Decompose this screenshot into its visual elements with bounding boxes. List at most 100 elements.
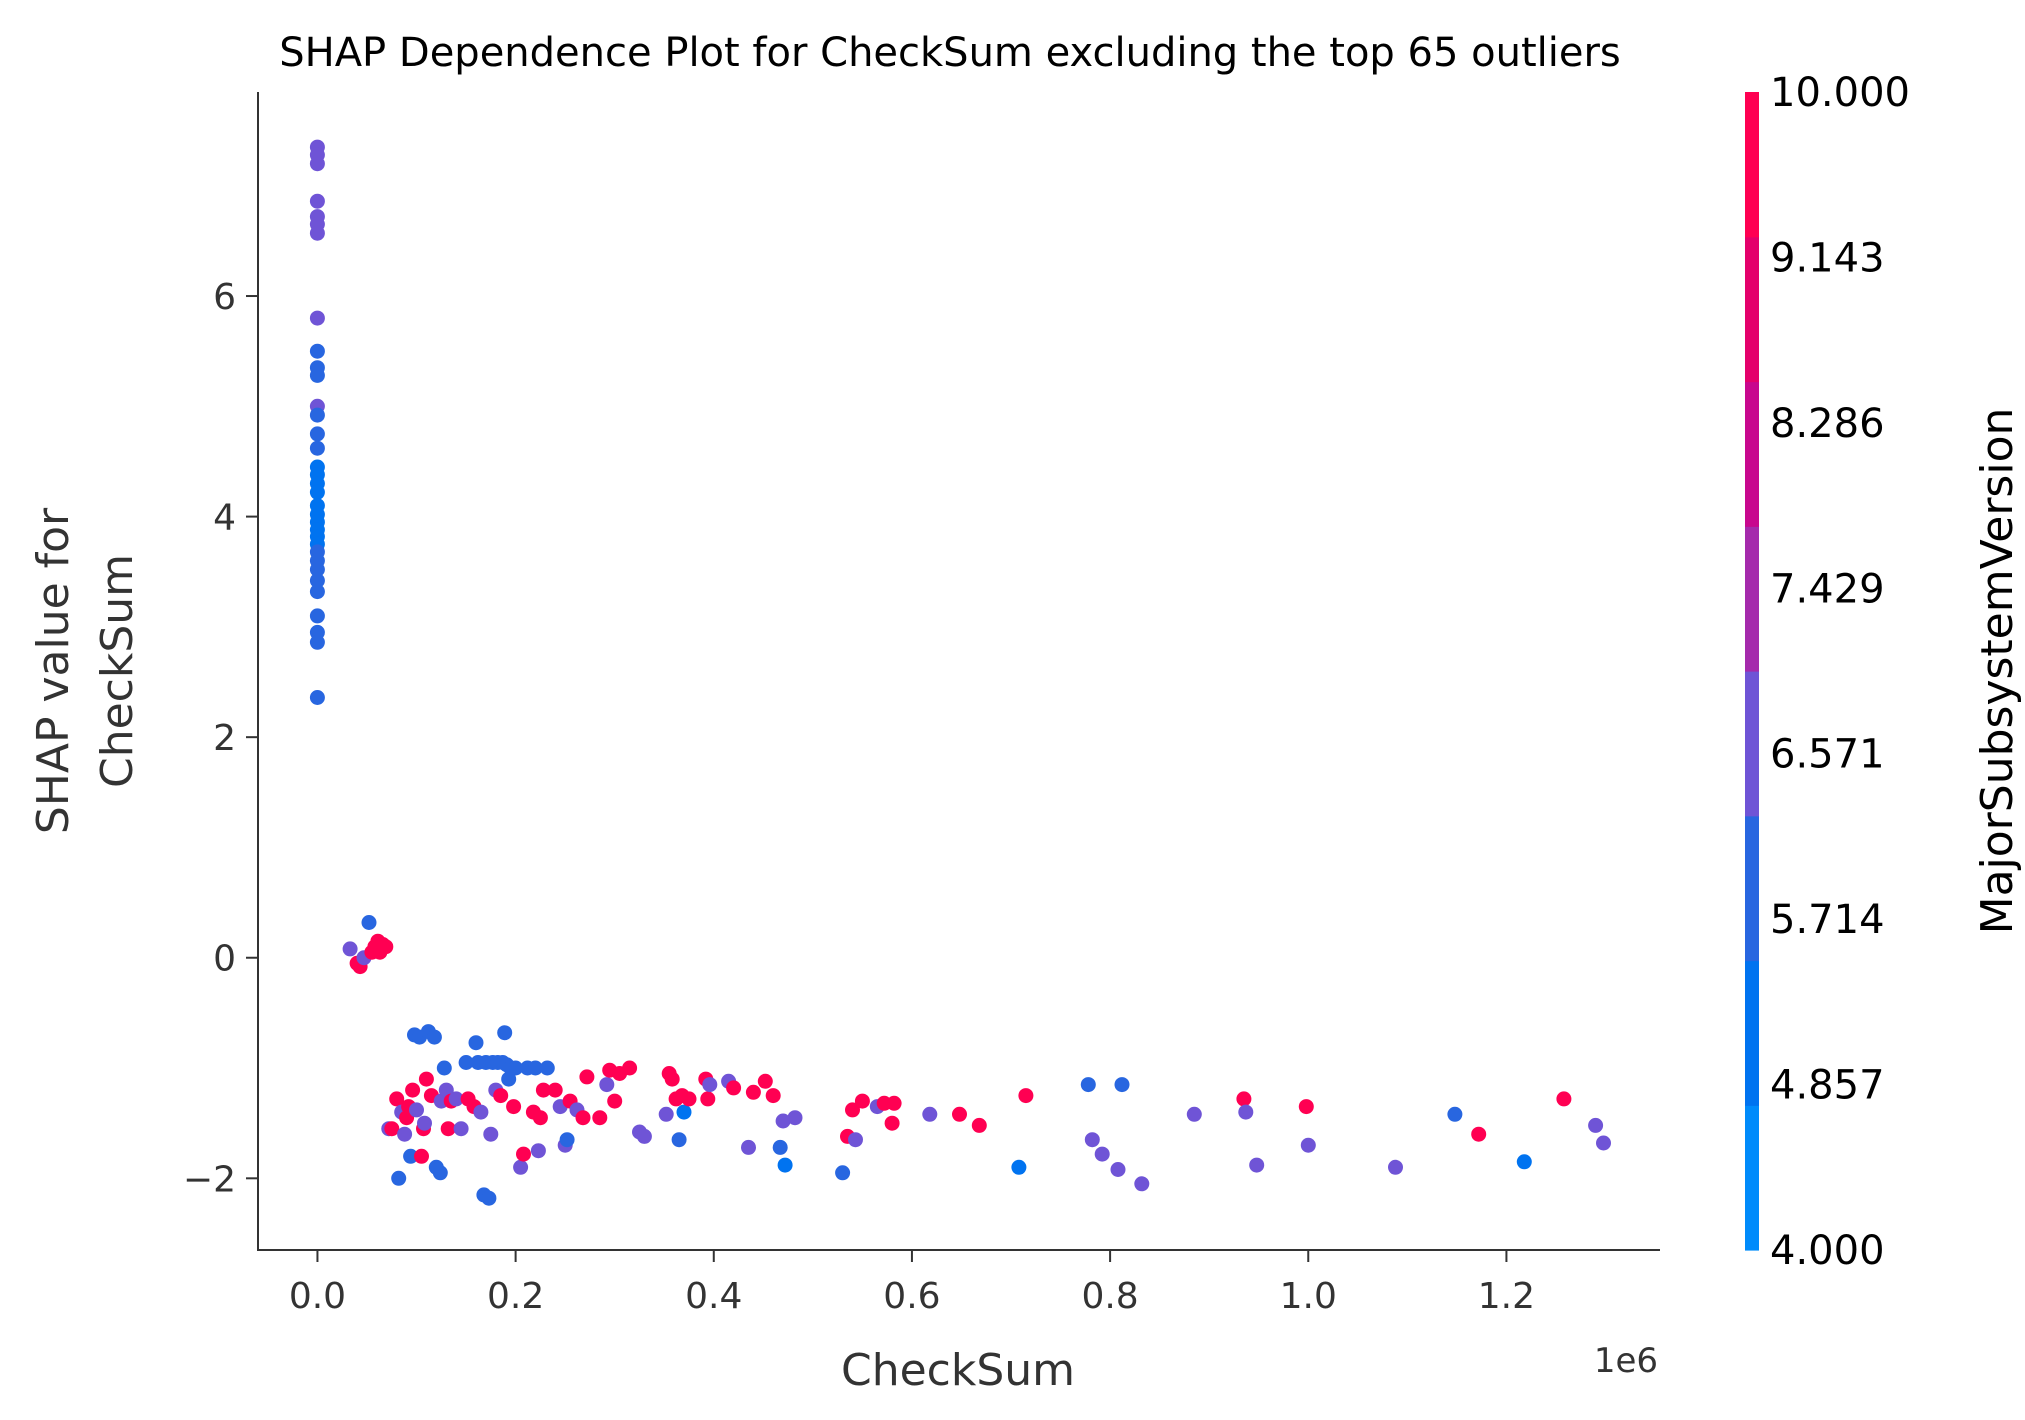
y-tick-label-3: 4 — [213, 498, 236, 539]
data-point-54 — [405, 1082, 421, 1098]
data-point-33 — [309, 690, 325, 705]
colorbar-segment-6 — [1745, 236, 1759, 383]
x-axis-label: CheckSum — [841, 1345, 1075, 1396]
data-point-129 — [700, 1091, 716, 1107]
data-point-77 — [468, 1035, 484, 1051]
data-point-47 — [389, 1091, 405, 1107]
colorbar-tick-label-4: 7.429 — [1770, 566, 1885, 612]
y-axis-ticks: −2 0 2 4 6 — [183, 277, 258, 1200]
data-point-93 — [506, 1099, 522, 1115]
x-tick-label-1: 0.2 — [487, 1276, 544, 1317]
data-point-157 — [1094, 1146, 1110, 1162]
colorbar-segment-3 — [1745, 671, 1759, 817]
data-point-159 — [1114, 1077, 1130, 1093]
data-point-34 — [342, 941, 358, 957]
data-point-162 — [1236, 1091, 1252, 1107]
data-point-170 — [1516, 1154, 1532, 1170]
data-point-153 — [1011, 1159, 1027, 1175]
data-point-160 — [1134, 1176, 1150, 1192]
x-tick-label-3: 0.6 — [883, 1276, 940, 1317]
colorbar-segment-7 — [1745, 92, 1759, 238]
data-point-110 — [575, 1110, 591, 1126]
data-point-130 — [702, 1077, 718, 1093]
data-point-132 — [726, 1080, 742, 1096]
data-point-70 — [440, 1121, 456, 1137]
data-point-83 — [483, 1126, 499, 1142]
data-point-87 — [493, 1088, 509, 1104]
data-point-38 — [361, 915, 377, 930]
data-point-100 — [530, 1143, 546, 1159]
colorbar-tick-label-6: 9.143 — [1770, 235, 1885, 281]
y-tick-label-1: 0 — [213, 939, 236, 980]
data-point-136 — [765, 1088, 781, 1104]
colorbar-segment-5 — [1745, 381, 1759, 527]
data-point-135 — [757, 1073, 773, 1089]
data-point-119 — [636, 1128, 652, 1144]
y-tick-label-0: −2 — [183, 1159, 236, 1200]
y-axis-label-line-2: CheckSum — [92, 554, 143, 788]
data-point-155 — [1080, 1077, 1096, 1093]
data-point-161 — [1186, 1106, 1202, 1122]
data-point-163 — [1238, 1104, 1254, 1120]
colorbar-tick-label-0: 4.000 — [1770, 1228, 1885, 1274]
colorbar-tick-label-7: 10.000 — [1770, 70, 1910, 116]
data-point-173 — [1596, 1135, 1611, 1151]
y-tick-label-4: 6 — [213, 277, 236, 318]
data-point-112 — [592, 1110, 608, 1126]
data-point-120 — [658, 1106, 674, 1122]
x-axis-ticks: 0.0 0.2 0.4 0.6 0.8 1.0 1.2 — [289, 1250, 1535, 1317]
x-tick-label-5: 1.0 — [1280, 1276, 1337, 1317]
colorbar-segment-2 — [1745, 815, 1759, 962]
data-point-96 — [516, 1146, 531, 1162]
data-point-3 — [309, 193, 325, 209]
data-point-66 — [432, 1165, 448, 1181]
data-point-50 — [397, 1126, 413, 1142]
data-point-169 — [1471, 1126, 1487, 1142]
x-tick-label-2: 0.4 — [685, 1276, 742, 1317]
data-point-103 — [539, 1060, 555, 1076]
data-point-94 — [508, 1060, 524, 1076]
data-point-99 — [527, 1060, 543, 1076]
data-point-12 — [309, 407, 325, 423]
data-point-60 — [417, 1115, 432, 1131]
data-point-61 — [418, 1071, 434, 1087]
chart-title: SHAP Dependence Plot for CheckSum exclud… — [279, 30, 1621, 76]
data-point-2 — [309, 156, 325, 172]
colorbar-title: MajorSubsystemVersion — [1972, 408, 2023, 935]
data-point-64 — [426, 1029, 442, 1045]
data-point-82 — [481, 1190, 497, 1206]
data-point-58 — [414, 1148, 429, 1164]
y-tick-label-2: 2 — [213, 718, 236, 759]
data-point-8 — [309, 343, 325, 359]
data-point-172 — [1588, 1117, 1604, 1133]
data-point-7 — [309, 310, 325, 326]
data-point-18 — [309, 484, 325, 500]
data-point-28 — [309, 573, 325, 589]
data-point-144 — [848, 1132, 863, 1148]
data-point-140 — [787, 1110, 803, 1126]
data-point-72 — [448, 1091, 464, 1107]
colorbar-segment-1 — [1745, 960, 1759, 1106]
colorbar-tick-label-5: 8.286 — [1770, 401, 1885, 447]
data-point-154 — [1018, 1088, 1034, 1104]
data-point-126 — [676, 1104, 692, 1120]
x-tick-label-0: 0.0 — [289, 1276, 346, 1317]
data-point-122 — [664, 1071, 680, 1087]
data-point-168 — [1447, 1106, 1463, 1122]
data-point-156 — [1084, 1132, 1100, 1148]
colorbar-tick-label-1: 4.857 — [1770, 1063, 1885, 1109]
data-point-56 — [409, 1102, 424, 1118]
data-point-73 — [453, 1121, 469, 1137]
data-point-79 — [473, 1104, 489, 1120]
data-point-44 — [378, 939, 394, 955]
data-point-14 — [309, 440, 325, 456]
data-point-30 — [309, 608, 325, 624]
data-point-6 — [309, 225, 325, 241]
data-point-102 — [535, 1082, 551, 1098]
data-point-133 — [741, 1139, 756, 1155]
data-point-29 — [309, 584, 325, 600]
data-point-10 — [309, 367, 325, 383]
x-tick-label-4: 0.8 — [1081, 1276, 1138, 1317]
data-point-143 — [845, 1102, 860, 1118]
